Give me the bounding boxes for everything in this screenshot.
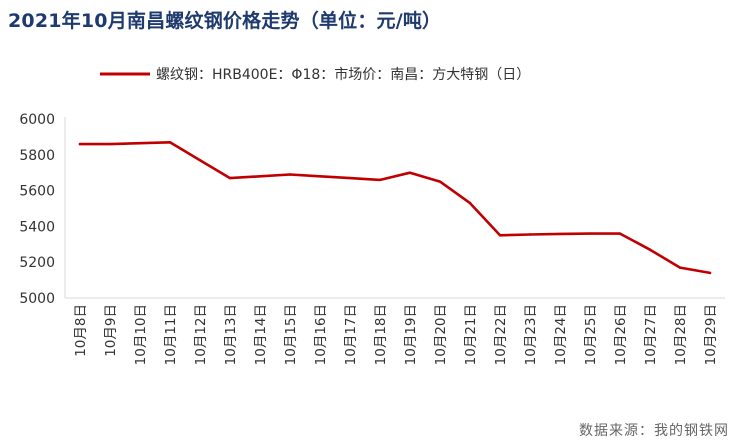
y-tick-label: 5600 [19, 184, 55, 200]
x-tick-label: 10月9日 [103, 304, 119, 357]
data-point [168, 141, 172, 144]
x-tick-label: 10月15日 [283, 304, 299, 365]
data-point [108, 142, 112, 146]
data-point [648, 248, 652, 251]
x-tick-label: 10月12日 [193, 304, 209, 365]
data-point [678, 266, 682, 269]
x-tick-label: 10月25日 [583, 304, 599, 365]
data-point [528, 233, 532, 236]
data-point [468, 201, 472, 205]
data-point [378, 178, 382, 182]
x-tick-label: 10月11日 [163, 304, 179, 365]
x-axis: 10月8日 10月9日 10月10日 10月11日 10月12日 10月13日 10月14日… [65, 297, 725, 365]
x-tick-label: 10月8日 [73, 304, 89, 357]
data-point [498, 234, 502, 237]
y-tick-label: 5000 [19, 291, 55, 307]
data-point [438, 180, 442, 183]
x-tick-label: 10月22日 [493, 304, 509, 365]
chart-title: 2021年10月南昌螺纹钢价格走势（单位：元/吨） [8, 10, 442, 32]
data-point [228, 176, 232, 180]
x-tick-label: 10月24日 [553, 304, 569, 365]
series-group [78, 141, 712, 275]
x-tick-label: 10月27日 [643, 304, 659, 365]
x-tick-label: 10月28日 [673, 304, 689, 365]
y-tick-label: 6000 [19, 112, 55, 128]
x-tick-label: 10月10日 [133, 304, 149, 365]
legend: 螺纹钢：HRB400E：Φ18：市场价：南昌：方大特钢（日） [100, 66, 530, 83]
x-tick-label: 10月26日 [613, 304, 629, 365]
x-tick-label: 10月20日 [433, 304, 449, 365]
series-line [78, 141, 712, 275]
data-source: 数据来源：我的钢铁网 [579, 423, 729, 439]
data-point [138, 142, 142, 145]
data-point [198, 159, 202, 162]
data-point [78, 142, 82, 146]
data-point [588, 232, 592, 235]
x-tick-label: 10月23日 [523, 304, 539, 365]
data-point [288, 173, 292, 176]
x-tick-label: 10月19日 [403, 304, 419, 365]
data-point [258, 175, 262, 178]
data-point [318, 175, 322, 178]
x-tick-label: 10月14日 [253, 304, 269, 365]
data-point [618, 232, 622, 235]
x-tick-label: 10月18日 [373, 304, 389, 365]
x-tick-label: 10月21日 [463, 304, 479, 365]
data-point [558, 232, 562, 236]
legend-label: 螺纹钢：HRB400E：Φ18：市场价：南昌：方大特钢（日） [156, 66, 530, 83]
x-tick-label: 10月13日 [223, 304, 239, 365]
x-tick-label: 10月29日 [703, 304, 719, 365]
x-tick-label: 10月16日 [313, 304, 329, 365]
data-point [708, 271, 712, 275]
x-tick-label: 10月17日 [343, 304, 359, 365]
data-point [348, 176, 352, 180]
y-tick-label: 5200 [19, 255, 55, 271]
y-tick-label: 5800 [19, 148, 55, 164]
y-tick-label: 5400 [19, 219, 55, 235]
y-axis: 5000 5200 5400 5600 5800 6000 [19, 112, 66, 307]
data-point [408, 171, 412, 174]
